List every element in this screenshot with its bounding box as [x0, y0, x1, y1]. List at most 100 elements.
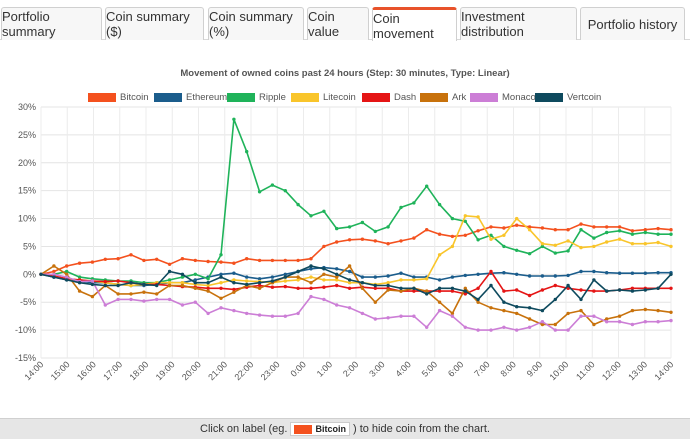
- data-point-bitcoin: [270, 258, 275, 263]
- data-point-ripple: [309, 214, 313, 218]
- data-point-monaco: [193, 300, 197, 304]
- x-tick-label: 4:00: [393, 359, 412, 378]
- data-point-monaco: [296, 311, 300, 316]
- data-point-ethereum: [270, 275, 275, 279]
- data-point-vertcoin: [116, 283, 120, 288]
- data-point-ark: [155, 292, 159, 296]
- data-point-vertcoin: [90, 282, 95, 287]
- data-point-dash: [296, 286, 300, 290]
- data-point-ark: [167, 283, 172, 288]
- data-point-dash: [515, 288, 519, 292]
- data-point-litecoin: [219, 281, 223, 285]
- data-point-vertcoin: [206, 281, 210, 285]
- data-point-ripple: [257, 190, 262, 194]
- data-point-bitcoin: [129, 253, 133, 257]
- data-point-ethereum: [643, 271, 647, 275]
- data-point-ark: [373, 300, 377, 304]
- data-point-bitcoin: [515, 223, 519, 227]
- data-point-vertcoin: [39, 272, 43, 276]
- y-tick-label: 15%: [18, 186, 36, 196]
- data-point-ark: [232, 290, 236, 294]
- data-point-litecoin: [643, 242, 647, 246]
- tab-portfolio-history[interactable]: Portfolio history: [580, 7, 685, 40]
- data-point-litecoin: [129, 283, 133, 288]
- data-point-bitcoin: [90, 260, 95, 264]
- data-point-monaco: [489, 328, 493, 332]
- data-point-monaco: [206, 311, 210, 316]
- data-point-litecoin: [309, 275, 313, 279]
- legend-item-dash[interactable]: Dash: [362, 90, 416, 104]
- y-tick-label: -15%: [15, 353, 36, 363]
- data-point-dash: [592, 289, 596, 293]
- data-point-bitcoin: [309, 257, 313, 261]
- data-point-litecoin: [489, 237, 493, 241]
- data-point-monaco: [617, 320, 622, 324]
- data-point-ark: [553, 322, 557, 327]
- data-point-monaco: [656, 320, 660, 324]
- data-point-bitcoin: [425, 228, 429, 232]
- data-point-ark: [322, 272, 326, 276]
- x-tick-label: 14:00: [652, 359, 675, 382]
- legend-item-monaco[interactable]: Monaco: [470, 90, 536, 104]
- x-tick-label: 2:00: [341, 359, 360, 378]
- data-point-ethereum: [592, 269, 596, 274]
- data-point-bitcoin: [322, 244, 326, 249]
- data-point-vertcoin: [630, 289, 635, 293]
- data-point-ark: [347, 264, 352, 268]
- data-point-ripple: [245, 149, 249, 154]
- series-line-ark: [40, 265, 672, 326]
- data-point-ethereum: [232, 271, 236, 275]
- x-tick-label: 22:00: [232, 359, 255, 382]
- data-point-ripple: [180, 275, 185, 279]
- data-point-ripple: [360, 220, 365, 225]
- data-point-bitcoin: [245, 257, 249, 261]
- data-point-bitcoin: [656, 226, 660, 231]
- data-point-ripple: [502, 244, 506, 249]
- x-tick-label: 7:00: [472, 359, 491, 378]
- x-axis-ticks: 14:00 15:00 16:00 17:00 18:00 19:00 20:00 21:00…: [22, 359, 675, 382]
- tab-bar: Portfolio summary Coin summary ($) Coin …: [0, 0, 690, 41]
- data-point-ark: [257, 286, 262, 290]
- data-point-litecoin: [335, 278, 339, 282]
- data-point-ark: [437, 300, 442, 304]
- data-point-ethereum: [527, 274, 532, 278]
- data-point-bitcoin: [502, 226, 506, 230]
- tab-portfolio-summary[interactable]: Portfolio summary: [1, 7, 102, 40]
- data-point-bitcoin: [180, 257, 185, 261]
- data-point-ripple: [515, 248, 519, 252]
- data-point-litecoin: [605, 240, 609, 244]
- legend-item-litecoin[interactable]: Litecoin: [291, 90, 356, 104]
- data-point-bitcoin: [386, 242, 390, 246]
- data-point-bitcoin: [360, 237, 365, 241]
- data-point-monaco: [527, 325, 532, 329]
- tab-coin-summary-percent[interactable]: Coin summary (%): [208, 7, 304, 40]
- data-point-dash: [502, 289, 506, 293]
- data-point-monaco: [540, 320, 545, 324]
- data-point-litecoin: [232, 278, 236, 282]
- tab-coin-value[interactable]: Coin value: [307, 7, 369, 40]
- data-point-vertcoin: [360, 281, 365, 285]
- legend-label: Ark: [452, 91, 467, 103]
- data-point-ark: [425, 289, 429, 293]
- legend-item-ethereum[interactable]: Ethereum: [154, 90, 227, 104]
- data-point-bitcoin: [232, 261, 236, 265]
- data-point-ethereum: [515, 272, 519, 276]
- legend-label: Monaco: [502, 91, 536, 103]
- data-point-ripple: [579, 228, 583, 232]
- data-point-litecoin: [566, 239, 570, 243]
- data-point-ethereum: [463, 273, 467, 278]
- legend-item-ark[interactable]: Ark: [420, 90, 466, 104]
- tab-coin-movement[interactable]: Coin movement: [372, 7, 457, 41]
- tab-investment-distribution[interactable]: Investment distribution: [460, 7, 577, 40]
- data-point-bitcoin: [77, 261, 82, 265]
- series-monaco: [39, 272, 673, 332]
- legend-item-bitcoin[interactable]: Bitcoin: [88, 90, 149, 104]
- x-tick-label: 9:00: [525, 359, 544, 378]
- data-point-monaco: [437, 308, 442, 313]
- data-point-vertcoin: [489, 283, 493, 288]
- data-point-vertcoin: [450, 286, 455, 290]
- tab-coin-summary-usd[interactable]: Coin summary ($): [105, 7, 204, 40]
- data-point-vertcoin: [322, 267, 326, 271]
- legend-item-ripple[interactable]: Ripple: [227, 90, 286, 104]
- legend-item-vertcoin[interactable]: Vertcoin: [535, 90, 601, 104]
